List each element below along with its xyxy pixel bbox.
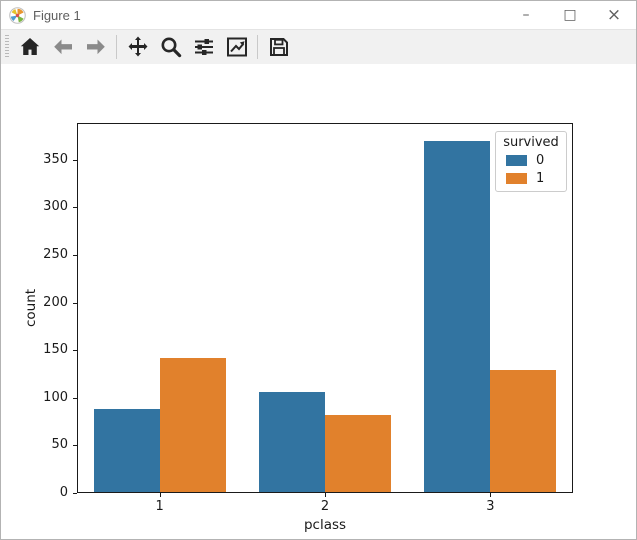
toolbar-separator xyxy=(116,35,117,59)
legend-title: survived xyxy=(503,135,559,150)
bar-pclass3-survived0 xyxy=(424,140,491,493)
home-icon xyxy=(20,38,39,55)
x-tick-label: 2 xyxy=(320,499,330,514)
y-tick-label: 300 xyxy=(43,199,68,215)
save-floppy-icon xyxy=(269,38,288,56)
y-tick-label: 200 xyxy=(43,294,68,310)
bar-pclass1-survived0 xyxy=(93,409,160,493)
y-tick-label: 250 xyxy=(43,246,68,262)
toolbar-grip[interactable] xyxy=(5,35,9,59)
axes-frame xyxy=(77,123,573,493)
legend-swatch-1 xyxy=(506,173,527,184)
x-axis-label: pclass xyxy=(303,517,347,533)
legend-entry: 0 xyxy=(503,153,559,168)
x-tick-label: 3 xyxy=(486,499,495,514)
configure-subplots-button[interactable] xyxy=(187,32,220,62)
forward-button[interactable] xyxy=(79,32,112,62)
bar-pclass2-survived1 xyxy=(325,414,392,493)
legend-swatch-0 xyxy=(506,155,527,166)
magnifier-icon xyxy=(161,37,181,58)
window-title: Figure 1 xyxy=(33,7,81,23)
bar-pclass3-survived1 xyxy=(490,370,557,493)
maximize-button[interactable]: □ xyxy=(563,7,577,23)
y-tick-label: 100 xyxy=(43,389,68,405)
y-axis-label: count xyxy=(23,288,39,328)
x-tick-mark xyxy=(159,493,161,497)
y-tick-mark xyxy=(73,445,77,447)
bar-pclass2-survived0 xyxy=(258,392,325,493)
navigation-toolbar xyxy=(1,29,636,65)
save-button[interactable] xyxy=(262,32,295,62)
y-tick-mark xyxy=(73,493,77,494)
y-tick-mark xyxy=(73,302,77,304)
toolbar-separator xyxy=(257,35,258,59)
line-chart-icon xyxy=(226,37,247,57)
y-tick-mark xyxy=(73,350,77,352)
window-controls: – □ × xyxy=(504,1,636,29)
y-tick-mark xyxy=(73,254,77,256)
y-tick-mark xyxy=(73,207,77,209)
y-tick-label: 350 xyxy=(43,151,68,167)
y-tick-label: 50 xyxy=(51,437,68,453)
legend-entry: 1 xyxy=(503,171,559,186)
title-bar: Figure 1 – □ × xyxy=(1,1,636,29)
pan-arrows-icon xyxy=(128,36,147,57)
x-tick-mark xyxy=(325,493,326,497)
bar-pclass1-survived1 xyxy=(159,357,226,493)
legend-label: 0 xyxy=(536,153,545,168)
legend: survived 0 1 xyxy=(495,131,567,192)
x-tick-mark xyxy=(490,493,492,497)
zoom-button[interactable] xyxy=(154,32,187,62)
y-tick-mark xyxy=(73,397,77,399)
figure-canvas[interactable]: 0 50 100 150 200 250 300 350 1 2 3 pclass count survi… xyxy=(1,64,636,539)
home-button[interactable] xyxy=(13,32,46,62)
pan-button[interactable] xyxy=(121,32,154,62)
y-tick-label: 0 xyxy=(59,485,68,500)
x-tick-label: 1 xyxy=(155,499,164,514)
y-tick-label: 150 xyxy=(43,342,68,358)
sliders-icon xyxy=(194,39,213,55)
back-arrow-icon xyxy=(53,39,72,55)
close-button[interactable]: × xyxy=(606,5,622,25)
legend-label: 1 xyxy=(536,171,545,186)
minimize-button[interactable]: – xyxy=(522,7,530,23)
y-tick-mark xyxy=(73,159,77,161)
matplotlib-logo-icon xyxy=(9,6,26,24)
forward-arrow-icon xyxy=(86,39,105,55)
back-button[interactable] xyxy=(46,32,79,62)
edit-parameters-button[interactable] xyxy=(220,32,253,62)
